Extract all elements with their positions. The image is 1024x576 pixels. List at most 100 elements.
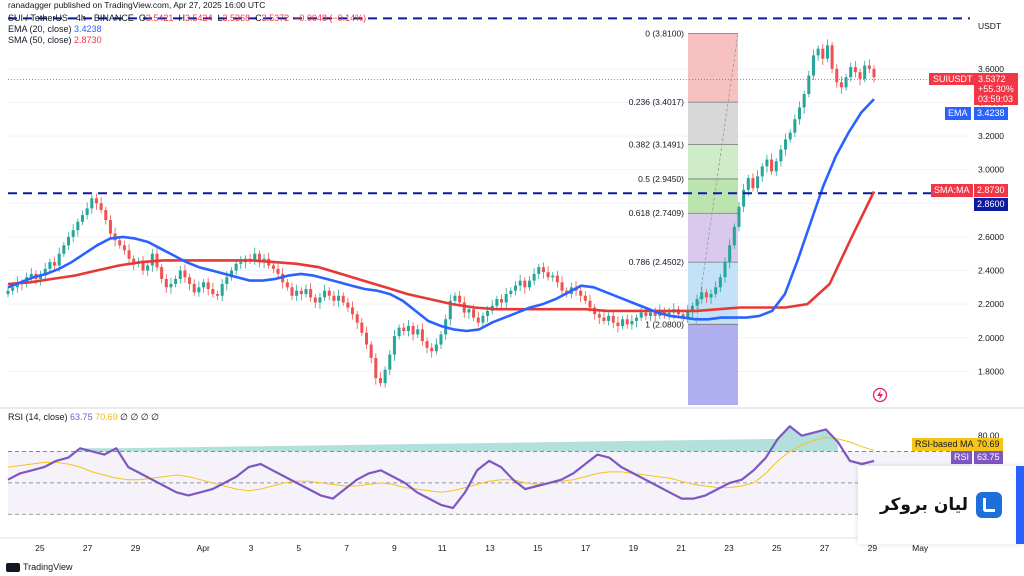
time-tick-label: 11: [438, 543, 447, 553]
candle-body: [411, 326, 415, 335]
candle-body: [299, 290, 303, 295]
candle-body: [122, 245, 126, 251]
candle-body: [816, 48, 820, 56]
horizontal-levels[interactable]: [8, 17, 970, 195]
sma-line: [7, 190, 876, 313]
fib-level-label: 0.382 (3.1491): [629, 140, 684, 150]
candle-body: [560, 282, 564, 291]
candle-body: [397, 327, 401, 337]
candle-body: [616, 322, 620, 326]
candle-body: [728, 245, 732, 263]
candle-body: [132, 258, 136, 264]
candle-body: [104, 210, 108, 221]
symbol-badge-timer: 03:59:03: [978, 94, 1014, 104]
candle-body: [751, 178, 755, 189]
rsi-legend[interactable]: RSI (14, close) 63.75 70.69 ∅ ∅ ∅ ∅: [8, 412, 159, 423]
brand-accent-bar: [1016, 466, 1024, 544]
price-tick-label: 1.8000: [978, 366, 1004, 376]
candle-body: [621, 319, 625, 326]
candle-body: [323, 290, 327, 298]
rsi-ma-price-badge: 70.69: [974, 438, 1003, 451]
candle-body: [327, 290, 331, 296]
time-axis[interactable]: 25 27 29 Apr 3 5 7 9 11 13 15 17 19 21 23 25 27 29 May: [0, 537, 1024, 553]
tradingview-footer[interactable]: TradingView: [6, 562, 73, 572]
close-label: C: [255, 13, 262, 23]
candle-body: [635, 317, 639, 321]
candle-body: [765, 159, 769, 167]
currency-label: USDT: [978, 21, 1001, 31]
candle-body: [742, 189, 746, 207]
last-price-detail: 3.5372 +55.30% 03:59:03: [974, 73, 1018, 105]
symbol-title: SUI / TetherUS · 4h · BINANCE: [8, 13, 134, 23]
candle-body: [760, 166, 764, 177]
candle-body: [644, 312, 648, 316]
candle-body: [29, 273, 33, 278]
sma-legend[interactable]: SMA (50, close) 2.8730: [8, 35, 102, 45]
candle-body: [732, 226, 736, 246]
candle-body: [700, 292, 704, 300]
alert-icon[interactable]: [872, 387, 888, 403]
last-price-badge: SUIUSDT: [929, 73, 977, 85]
candle-body: [448, 300, 452, 320]
candle-body: [551, 275, 555, 278]
fib-level-label: 0.786 (2.4502): [629, 257, 684, 267]
footer-text: TradingView: [23, 562, 73, 572]
candle-body: [746, 178, 750, 190]
time-tick-label: May: [912, 543, 929, 553]
price-tick-label: 3.0000: [978, 165, 1004, 175]
candle-body: [774, 161, 778, 172]
time-tick-label: 9: [392, 543, 397, 553]
candle-body: [290, 287, 294, 296]
candle-body: [90, 198, 94, 209]
candle-body: [802, 94, 806, 108]
fib-level-label: 0.236 (3.4017): [629, 97, 684, 107]
tradingview-logo-icon: [6, 562, 20, 572]
high-value: 3.5424: [184, 13, 213, 23]
fibonacci-retracement[interactable]: 0 (3.8100) 0.236 (3.4017) 0.382 (3.1491) 0.…: [629, 29, 739, 405]
candle-body: [667, 312, 671, 315]
symbol-ohlc-legend[interactable]: SUI / TetherUS · 4h · BINANCE O3.5421 H3…: [8, 13, 366, 23]
ema-line: [7, 98, 875, 333]
candle-body: [583, 295, 587, 301]
candle-body: [341, 295, 345, 303]
candle-body: [495, 299, 499, 306]
time-tick-label: 27: [820, 543, 830, 553]
candle-body: [402, 327, 406, 332]
close-value: 3.5372: [261, 13, 290, 23]
candle-body: [597, 314, 601, 318]
publisher-line: ranadagger published on TradingView.com,…: [8, 0, 266, 10]
candle-body: [53, 262, 57, 266]
price-tick-label: 3.6000: [978, 64, 1004, 74]
candle-body: [523, 280, 527, 288]
candle-body: [420, 329, 424, 342]
candle-body: [509, 290, 513, 295]
candle-body: [118, 240, 122, 246]
candle-body: [607, 315, 611, 321]
time-tick-label: 25: [35, 543, 45, 553]
candle-body: [462, 302, 466, 313]
candle-body: [853, 67, 857, 73]
open-label: O: [138, 13, 146, 23]
fib-level-label: 0.618 (2.7409): [629, 208, 684, 218]
candle-body: [108, 220, 112, 234]
time-tick-label: 3: [249, 543, 254, 553]
candle-body: [714, 287, 718, 295]
candle-body: [625, 319, 629, 325]
time-tick-label: 21: [676, 543, 686, 553]
ema-legend[interactable]: EMA (20, close) 3.4238: [8, 24, 102, 34]
rsi-price-badge: 63.75: [974, 451, 1003, 464]
rsi-tag: RSI: [951, 451, 973, 464]
rsi-pane: 80.00: [0, 407, 1024, 515]
candle-body: [532, 273, 536, 281]
candle-body: [486, 310, 490, 316]
candle-body: [220, 283, 224, 296]
candle-body: [788, 132, 792, 140]
ema-tag: EMA: [945, 107, 971, 120]
change-value: −0.0048 (−0.14%): [294, 13, 367, 23]
time-tick-label: 15: [533, 543, 543, 553]
candle-body: [784, 139, 788, 150]
candle-body: [430, 347, 434, 352]
candle-body: [779, 149, 783, 162]
candle-body: [169, 283, 173, 288]
